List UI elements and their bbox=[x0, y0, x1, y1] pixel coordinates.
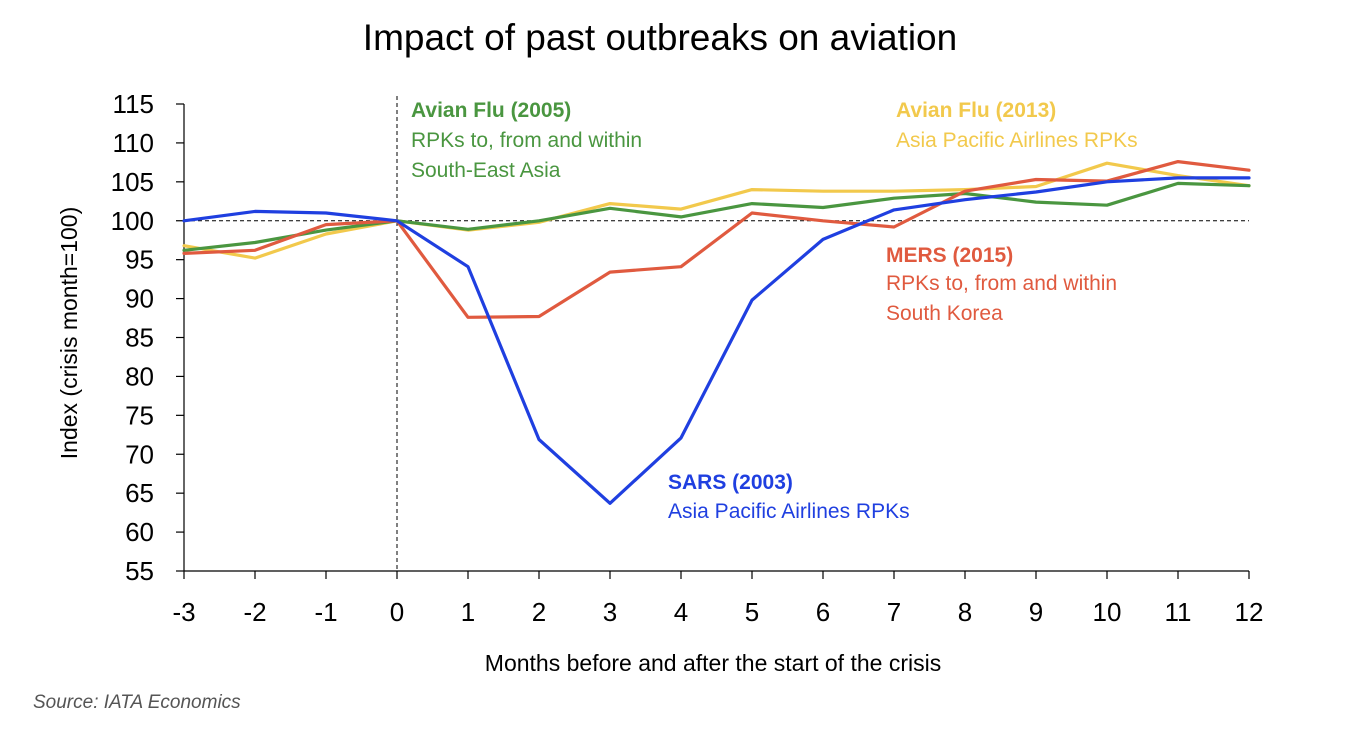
series-lines bbox=[182, 160, 1251, 505]
annotation-avian-flu-2005-line-1: RPKs to, from and within bbox=[411, 129, 642, 152]
series-line-avian2013 bbox=[182, 161, 1251, 260]
x-tick-label: 0 bbox=[390, 597, 404, 627]
x-tick-label: -3 bbox=[172, 597, 195, 627]
annotation-avian-flu-2005-title: Avian Flu (2005) bbox=[411, 99, 571, 122]
y-tick-label: 60 bbox=[125, 517, 154, 547]
annotation-avian-flu-2013: Avian Flu (2013) Asia Pacific Airlines R… bbox=[896, 99, 1138, 152]
y-axis: 55 60 65 70 75 80 85 90 95 100 105 110 115 bbox=[111, 89, 184, 586]
y-tick-label: 110 bbox=[113, 128, 154, 158]
x-tick-label: 3 bbox=[603, 597, 617, 627]
x-tick-label: 10 bbox=[1093, 597, 1122, 627]
annotation-sars-2003: SARS (2003) Asia Pacific Airlines RPKs bbox=[668, 471, 910, 523]
annotation-sars-2003-title: SARS (2003) bbox=[668, 471, 793, 494]
series-line-avian2005 bbox=[182, 181, 1251, 252]
x-axis-title: Months before and after the start of the… bbox=[485, 650, 941, 676]
x-tick-label: -1 bbox=[314, 597, 337, 627]
y-tick-label: 115 bbox=[113, 89, 154, 119]
y-axis-title: Index (crisis month=100) bbox=[56, 207, 82, 459]
y-tick-label: 85 bbox=[125, 323, 154, 353]
y-tick-label: 75 bbox=[125, 400, 154, 430]
annotation-mers-2015: MERS (2015) RPKs to, from and within Sou… bbox=[886, 244, 1117, 325]
annotation-sars-2003-line-1: Asia Pacific Airlines RPKs bbox=[668, 500, 910, 523]
annotation-mers-2015-title: MERS (2015) bbox=[886, 244, 1013, 267]
x-tick-label: 1 bbox=[461, 597, 475, 627]
source-note: Source: IATA Economics bbox=[33, 692, 241, 713]
x-tick-label: 2 bbox=[532, 597, 546, 627]
y-tick-label: 95 bbox=[125, 245, 154, 275]
x-axis: -3 -2 -1 0 1 2 3 4 5 6 7 8 9 10 11 12 bbox=[172, 571, 1263, 627]
x-tick-label: 11 bbox=[1165, 597, 1192, 627]
x-tick-label: 4 bbox=[674, 597, 688, 627]
x-tick-label: 7 bbox=[887, 597, 901, 627]
annotation-avian-flu-2013-line-1: Asia Pacific Airlines RPKs bbox=[896, 129, 1138, 152]
y-tick-label: 55 bbox=[125, 556, 154, 586]
series-line-mers2015 bbox=[182, 160, 1251, 319]
annotation-avian-flu-2005: Avian Flu (2005) RPKs to, from and withi… bbox=[411, 99, 642, 182]
chart-title: Impact of past outbreaks on aviation bbox=[363, 17, 957, 58]
x-tick-label: 12 bbox=[1235, 597, 1264, 627]
annotation-avian-flu-2005-line-2: South-East Asia bbox=[411, 159, 561, 182]
annotation-avian-flu-2013-title: Avian Flu (2013) bbox=[896, 99, 1056, 122]
x-tick-label: 9 bbox=[1029, 597, 1043, 627]
y-tick-label: 80 bbox=[125, 361, 154, 391]
y-tick-label: 70 bbox=[125, 439, 154, 469]
series-line-sars2003 bbox=[182, 176, 1251, 505]
y-tick-label: 105 bbox=[111, 167, 154, 197]
x-tick-label: 8 bbox=[958, 597, 972, 627]
y-tick-label: 100 bbox=[111, 206, 154, 236]
y-tick-label: 90 bbox=[125, 284, 154, 314]
x-tick-label: 6 bbox=[816, 597, 830, 627]
x-tick-label: -2 bbox=[243, 597, 266, 627]
annotation-mers-2015-line-1: RPKs to, from and within bbox=[886, 272, 1117, 295]
x-tick-label: 5 bbox=[745, 597, 759, 627]
y-tick-label: 65 bbox=[125, 478, 154, 508]
annotation-mers-2015-line-2: South Korea bbox=[886, 302, 1003, 325]
